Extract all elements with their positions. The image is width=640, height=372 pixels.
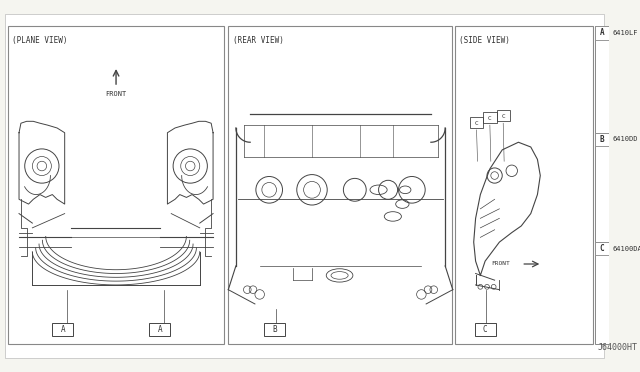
Text: C: C — [501, 114, 505, 119]
Text: 64100DA: 64100DA — [612, 246, 640, 252]
Bar — [595, 26, 640, 133]
Text: C: C — [600, 244, 604, 253]
Bar — [595, 26, 609, 39]
Text: C: C — [483, 325, 488, 334]
Bar — [497, 110, 510, 121]
Text: (PLANE VIEW): (PLANE VIEW) — [12, 36, 68, 45]
Bar — [52, 323, 73, 336]
Text: FRONT: FRONT — [106, 91, 127, 97]
Bar — [8, 26, 225, 344]
Text: (REAR VIEW): (REAR VIEW) — [233, 36, 284, 45]
Bar — [595, 133, 640, 242]
Text: A: A — [157, 325, 162, 334]
Text: B: B — [273, 325, 277, 334]
Bar — [264, 323, 285, 336]
Bar — [483, 112, 497, 123]
Bar — [470, 116, 483, 128]
Text: A: A — [600, 28, 604, 37]
Text: C: C — [488, 116, 492, 121]
Text: A: A — [60, 325, 65, 334]
Bar — [595, 242, 609, 256]
Text: B: B — [600, 135, 604, 144]
Text: (SIDE VIEW): (SIDE VIEW) — [460, 36, 510, 45]
Bar — [149, 323, 170, 336]
Bar — [595, 242, 640, 344]
Bar — [595, 133, 609, 146]
Text: J64000HT: J64000HT — [597, 343, 637, 352]
Bar — [454, 26, 593, 344]
Text: C: C — [475, 121, 479, 126]
Text: 6410DD: 6410DD — [612, 137, 638, 142]
Bar — [475, 323, 495, 336]
Text: 6410LF: 6410LF — [612, 30, 638, 36]
Text: FRONT: FRONT — [491, 262, 510, 266]
Bar — [228, 26, 452, 344]
